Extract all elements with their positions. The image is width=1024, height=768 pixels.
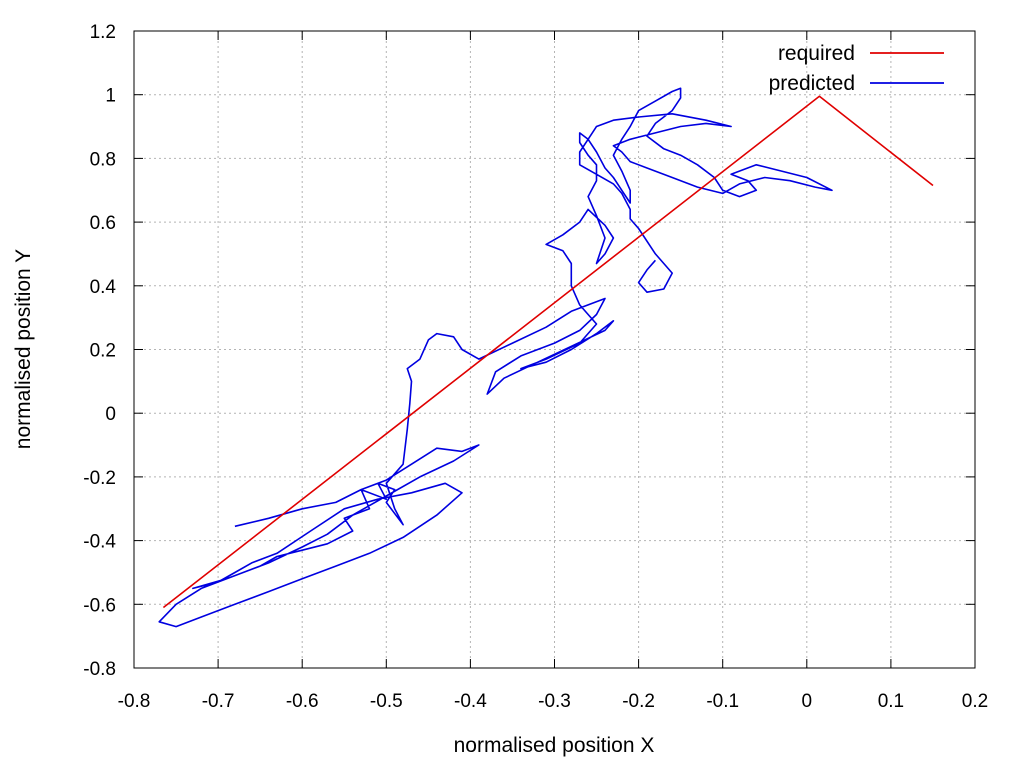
y-tick-label: -0.6	[83, 595, 116, 616]
grid-lines	[134, 31, 975, 668]
y-tick-label: 0.8	[90, 149, 116, 170]
y-tick-label: -0.4	[83, 532, 116, 553]
y-tick-label: 1	[105, 86, 116, 107]
x-tick-label: 0.1	[878, 691, 904, 712]
axis-ticks: -0.8 -0.7 -0.6 -0.5 -0.4 -0.3 -0.2 -0.1 0 0.1 0.2 -…	[83, 22, 988, 712]
legend-label-predicted: predicted	[769, 72, 855, 95]
x-tick-label: 0.2	[962, 691, 988, 712]
y-tick-label: -0.2	[83, 468, 116, 489]
y-tick-label: 0.4	[90, 277, 117, 298]
series-line-required	[162, 95, 934, 609]
y-tick-label: 0.6	[90, 213, 116, 234]
y-tick-label: 0.2	[90, 341, 116, 362]
legend: required predicted	[769, 42, 944, 95]
x-tick-label: -0.6	[286, 691, 319, 712]
y-tick-label: 1.2	[90, 22, 116, 43]
x-tick-label: -0.2	[622, 691, 655, 712]
x-tick-label: -0.5	[370, 691, 403, 712]
x-tick-label: -0.3	[538, 691, 571, 712]
y-tick-label: -0.8	[83, 659, 116, 680]
x-tick-label: -0.7	[202, 691, 235, 712]
y-axis-title: normalised position Y	[12, 249, 35, 449]
x-axis-title: normalised position X	[454, 734, 655, 757]
x-tick-label: 0	[802, 691, 813, 712]
series-layer	[158, 87, 934, 628]
y-tick-label: 0	[105, 404, 116, 425]
series-line-predicted	[158, 87, 833, 628]
x-tick-label: -0.1	[706, 691, 739, 712]
x-tick-label: -0.8	[118, 691, 151, 712]
legend-label-required: required	[778, 42, 855, 65]
x-tick-label: -0.4	[454, 691, 487, 712]
